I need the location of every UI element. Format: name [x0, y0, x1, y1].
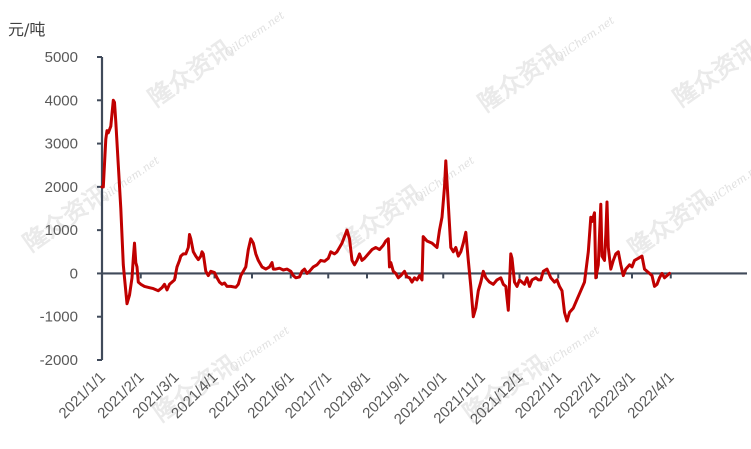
- watermark-site: OilChem.net: [702, 158, 751, 209]
- watermark-site: OilChem.net: [227, 323, 292, 374]
- watermark-site: OilChem.net: [222, 8, 287, 59]
- watermark-brand: 隆众资讯: [333, 179, 428, 257]
- watermark-site: OilChem.net: [537, 323, 602, 374]
- y-tick-label: -1000: [40, 309, 78, 326]
- y-tick-label: 2000: [45, 179, 78, 196]
- y-tick-label: 0: [70, 265, 78, 282]
- watermark-site: OilChem.net: [552, 13, 617, 64]
- watermark-site: OilChem.net: [97, 153, 162, 204]
- watermark-brand: 隆众资讯: [473, 39, 568, 117]
- watermark-brand: 隆众资讯: [143, 34, 238, 112]
- watermark-brand: 隆众资讯: [623, 184, 718, 262]
- y-tick-label: 5000: [45, 49, 78, 66]
- y-tick-labels: -2000 -1000 0 1000 2000 3000 4000 5000: [40, 49, 78, 369]
- series-layer: [100, 98, 671, 323]
- y-unit-label: 元/吨: [8, 20, 45, 39]
- watermark-brand: 隆众资讯: [668, 34, 751, 112]
- y-tick-label: 4000: [45, 92, 78, 109]
- y-tick-label: -2000: [40, 352, 78, 369]
- y-tick-label: 3000: [45, 136, 78, 153]
- axes: [97, 56, 747, 361]
- y-tick-label: 1000: [45, 222, 78, 239]
- series-line: [100, 98, 671, 323]
- x-tick-labels: 2021/1/12021/2/12021/3/12021/4/12021/5/1…: [56, 369, 678, 428]
